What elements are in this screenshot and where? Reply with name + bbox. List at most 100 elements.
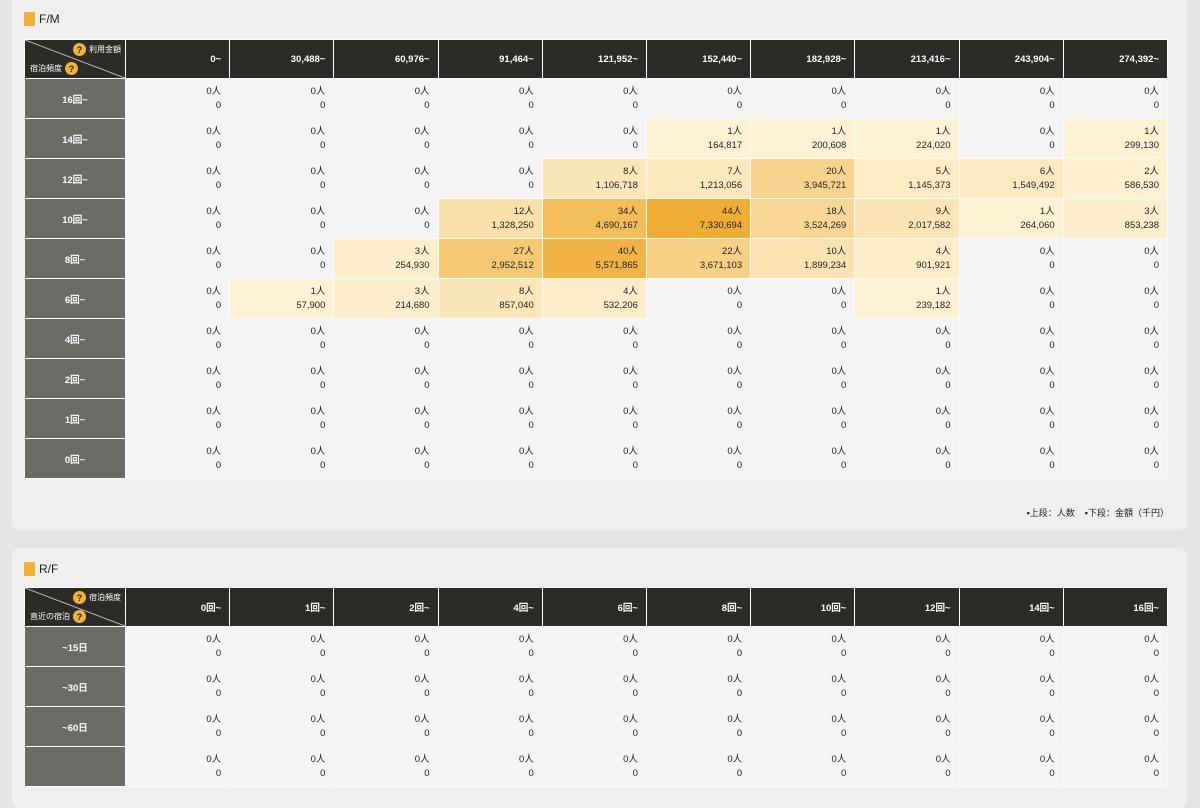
cell-people: 0人 [727, 445, 743, 457]
cell-amount: 0 [736, 687, 743, 699]
cell-amount: 0 [736, 459, 743, 471]
cell-amount: 0 [1153, 299, 1159, 311]
help-icon[interactable]: ? [65, 62, 78, 75]
cell-amount: 0 [1049, 139, 1055, 151]
cell-people: 3人 [1144, 205, 1159, 217]
header-row: ? 宿泊頻度 直近の宿泊? 0回~ 1回~ 2回~ 4回~ 6回~ 8回~ 10回~ 12回~ 14回… [24, 587, 1169, 627]
cell-amount: 0 [320, 219, 326, 231]
cell-people: 0人 [935, 713, 951, 725]
matrix-cell: 0人 0 [124, 198, 231, 239]
cell-amount: 0 [215, 339, 222, 351]
table-row: 16回~ 0人 0 0人 0 0人 0 0人 0 0人 0 0人 0 0人 0 0人 0 0人 0 0人 0 [24, 78, 1169, 119]
cell-amount: 0 [320, 179, 326, 191]
matrix-cell: 2人 586,530 [1062, 158, 1169, 199]
cell-people: 0人 [1039, 245, 1055, 257]
cell-amount: 0 [320, 379, 326, 391]
matrix-cell: 22人 3,671,103 [645, 238, 752, 279]
table-row: 8回~ 0人 0 0人 0 3人 254,930 27人 2,952,512 40人 5,571,8… [24, 238, 1169, 279]
table-row: 14回~ 0人 0 0人 0 0人 0 0人 0 0人 0 1人 164,817 1人 200,608 1人 2… [24, 118, 1169, 159]
cell-amount: 0 [632, 99, 638, 111]
rf-title: R/F [24, 562, 58, 576]
cell-people: 1人 [935, 285, 951, 297]
cell-people: 0人 [414, 165, 430, 177]
cell-amount: 0 [424, 339, 430, 351]
corner-bottom: 宿泊頻度? [30, 62, 81, 75]
help-icon[interactable]: ? [73, 591, 86, 604]
cell-people: 0人 [310, 325, 326, 337]
cell-people: 0人 [414, 365, 430, 377]
matrix-cell: 0人 0 [333, 626, 439, 667]
cell-amount: 0 [320, 139, 326, 151]
cell-amount: 5,571,865 [595, 259, 638, 271]
cell-people: 20人 [826, 165, 847, 177]
cell-amount: 0 [528, 339, 534, 351]
matrix-cell: 0人 0 [958, 78, 1064, 119]
cell-amount: 0 [945, 379, 951, 391]
cell-people: 0人 [1039, 633, 1055, 645]
matrix-cell: 0人 0 [1062, 358, 1169, 399]
matrix-cell: 40人 5,571,865 [541, 238, 647, 279]
table-row: 12回~ 0人 0 0人 0 0人 0 0人 0 8人 1,106,718 7人 1,213,056 20… [24, 158, 1169, 199]
cell-people: 0人 [206, 633, 222, 645]
row-header: ~30日 [24, 666, 126, 707]
matrix-cell: 0人 0 [124, 118, 231, 159]
table-row: ~15日 0人 0 0人 0 0人 0 0人 0 0人 0 0人 0 0人 0 0人 0 0人 0 0人 0 [24, 626, 1169, 667]
matrix-cell: 0人 0 [541, 358, 647, 399]
matrix-cell: 0人 0 [750, 746, 856, 787]
matrix-cell: 0人 0 [333, 438, 439, 479]
cell-people: 1人 [310, 285, 326, 297]
matrix-cell: 0人 0 [541, 78, 647, 119]
cell-amount: 1,549,492 [1012, 179, 1055, 191]
matrix-cell: 27人 2,952,512 [437, 238, 543, 279]
cell-people: 0人 [414, 125, 430, 137]
row-header: 12回~ [24, 158, 126, 199]
cell-amount: 214,680 [395, 299, 430, 311]
cell-people: 0人 [623, 365, 638, 377]
matrix-cell: 0人 0 [854, 706, 960, 747]
matrix-cell: 0人 0 [124, 706, 231, 747]
row-header: ~15日 [24, 626, 126, 667]
cell-people: 0人 [935, 405, 951, 417]
matrix-cell: 0人 0 [750, 438, 856, 479]
cell-amount: 0 [320, 339, 326, 351]
matrix-cell: 0人 0 [645, 666, 752, 707]
help-icon[interactable]: ? [73, 610, 86, 623]
matrix-cell: 0人 0 [229, 318, 335, 359]
matrix-cell: 0人 0 [437, 626, 543, 667]
matrix-cell: 0人 0 [541, 318, 647, 359]
matrix-cell: 0人 0 [750, 626, 856, 667]
cell-amount: 0 [736, 767, 743, 779]
cell-people: 5人 [935, 165, 951, 177]
cell-amount: 0 [945, 419, 951, 431]
matrix-cell: 0人 0 [854, 358, 960, 399]
table-row: 0回~ 0人 0 0人 0 0人 0 0人 0 0人 0 0人 0 0人 0 0人 0 0人 0 0人 0 [24, 438, 1169, 479]
cell-people: 0人 [1144, 633, 1159, 645]
cell-amount: 0 [424, 139, 430, 151]
cell-people: 0人 [623, 673, 638, 685]
cell-people: 0人 [206, 325, 222, 337]
cell-amount: 0 [320, 419, 326, 431]
matrix-cell: 0人 0 [229, 238, 335, 279]
column-header: 243,904~ [958, 39, 1064, 79]
rf-panel: R/F ? 宿泊頻度 直近の宿泊? 0回~ 1回~ 2回~ 4回~ 6回~ 8回~ 10回~ 12回… [12, 548, 1187, 808]
matrix-cell: 0人 0 [958, 626, 1064, 667]
matrix-cell: 0人 0 [437, 358, 543, 399]
cell-people: 0人 [1039, 445, 1055, 457]
cell-amount: 0 [320, 767, 326, 779]
cell-amount: 0 [1153, 339, 1159, 351]
help-icon[interactable]: ? [73, 43, 86, 56]
matrix-cell: 20人 3,945,721 [750, 158, 856, 199]
cell-amount: 0 [632, 647, 638, 659]
matrix-cell: 0人 0 [958, 706, 1064, 747]
cell-people: 1人 [1039, 205, 1055, 217]
cell-people: 0人 [727, 85, 743, 97]
cell-people: 0人 [518, 445, 534, 457]
matrix-cell: 0人 0 [1062, 78, 1169, 119]
matrix-cell: 0人 0 [854, 438, 960, 479]
table-row: 0人 0 0人 0 0人 0 0人 0 0人 0 0人 0 0人 0 0人 0 0人 0 0人 0 [24, 746, 1169, 787]
cell-people: 22人 [722, 245, 743, 257]
cell-amount: 0 [945, 687, 951, 699]
matrix-cell: 6人 1,549,492 [958, 158, 1064, 199]
corner-header: ? 宿泊頻度 直近の宿泊? [24, 587, 126, 627]
cell-people: 0人 [1144, 753, 1159, 765]
